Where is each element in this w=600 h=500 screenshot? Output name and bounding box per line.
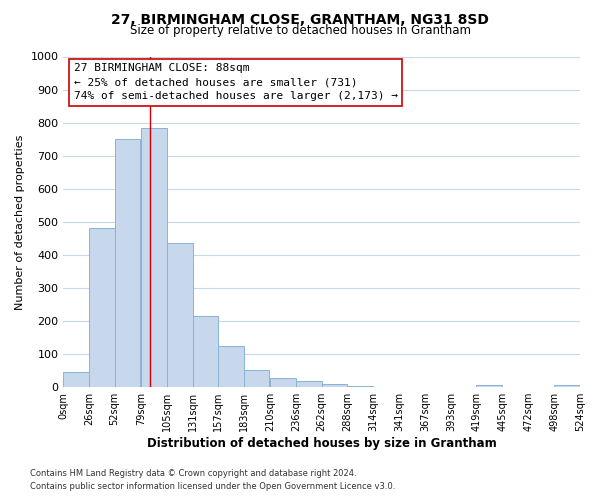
Bar [193,316,218,387]
Text: Contains public sector information licensed under the Open Government Licence v3: Contains public sector information licen… [30,482,395,491]
Bar [141,128,167,387]
Text: Size of property relative to detached houses in Grantham: Size of property relative to detached ho… [130,24,470,37]
Text: Contains HM Land Registry data © Crown copyright and database right 2024.: Contains HM Land Registry data © Crown c… [30,468,356,477]
Bar [218,346,244,387]
Bar [64,372,89,387]
Text: 27, BIRMINGHAM CLOSE, GRANTHAM, NG31 8SD: 27, BIRMINGHAM CLOSE, GRANTHAM, NG31 8SD [111,12,489,26]
Bar [89,228,115,387]
Bar [167,244,193,387]
Bar [271,378,296,387]
Bar [322,384,347,387]
Bar [244,370,269,387]
Bar [115,139,140,387]
Bar [554,384,580,387]
Bar [296,382,322,387]
X-axis label: Distribution of detached houses by size in Grantham: Distribution of detached houses by size … [147,437,497,450]
Bar [347,386,373,387]
Bar [476,384,502,387]
Y-axis label: Number of detached properties: Number of detached properties [15,134,25,310]
Text: 27 BIRMINGHAM CLOSE: 88sqm
← 25% of detached houses are smaller (731)
74% of sem: 27 BIRMINGHAM CLOSE: 88sqm ← 25% of deta… [74,63,398,101]
